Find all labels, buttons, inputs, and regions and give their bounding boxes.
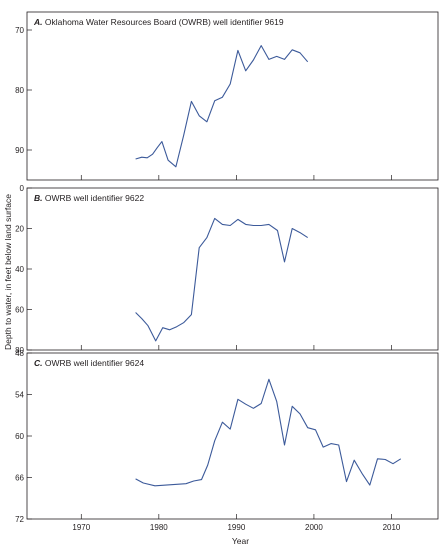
panels-group: 70 80 90 A. Oklahoma Water Resources Board … [15,11,439,546]
panel-title: C. OWRB well identifier 9624 [34,358,144,368]
panel-letter: A. [33,17,43,27]
y-tick-label: 80 [15,346,24,355]
y-tick-label: 60 [15,432,24,441]
y-tick-label: 60 [15,306,24,315]
panel-frame [26,352,439,520]
panel-title: A. Oklahoma Water Resources Board (OWRB)… [33,17,284,27]
panel-1: 70 80 90 A. Oklahoma Water Resources Board … [15,11,439,181]
panel-3: 48 54 60 66 72 1970 1980 1990 2000 2010 Year C. OWR… [15,349,439,546]
y-tick-label: 48 [15,349,24,358]
panel-letter: B. [34,193,43,203]
x-tick-label: 2000 [305,523,323,532]
panel-title: B. OWRB well identifier 9622 [34,193,144,203]
panel-title-text: OWRB well identifier 9622 [43,193,145,203]
y-axis-title: Depth to water, in feet below land surfa… [3,194,13,350]
y-tick-label: 40 [15,265,24,274]
y-tick-label: 54 [15,391,24,400]
series-line-1 [135,45,309,168]
x-axis-title: Year [232,536,249,546]
y-tick-label: 66 [15,474,24,483]
y-tick-label: 80 [15,86,24,95]
panel-frame [26,187,439,351]
series-line-1 [135,378,402,487]
y-tick-label: 70 [15,26,24,35]
x-tick-label: 1970 [72,523,90,532]
series-line-1 [135,217,308,342]
x-tick-label: 1980 [150,523,168,532]
y-tick-label: 0 [20,184,25,193]
panel-title-text: Oklahoma Water Resources Board (OWRB) we… [43,17,284,27]
y-tick-label: 20 [15,225,24,234]
panel-frame [26,11,439,181]
panel-letter: C. [34,358,43,368]
x-tick-label: 2010 [383,523,401,532]
y-tick-label: 72 [15,515,24,524]
x-tick-label: 1990 [227,523,245,532]
panel-title-text: OWRB well identifier 9624 [43,358,145,368]
y-tick-label: 90 [15,146,24,155]
panel-2: 0 20 40 60 80 B. OWRB well identifier 9622 [15,184,439,355]
